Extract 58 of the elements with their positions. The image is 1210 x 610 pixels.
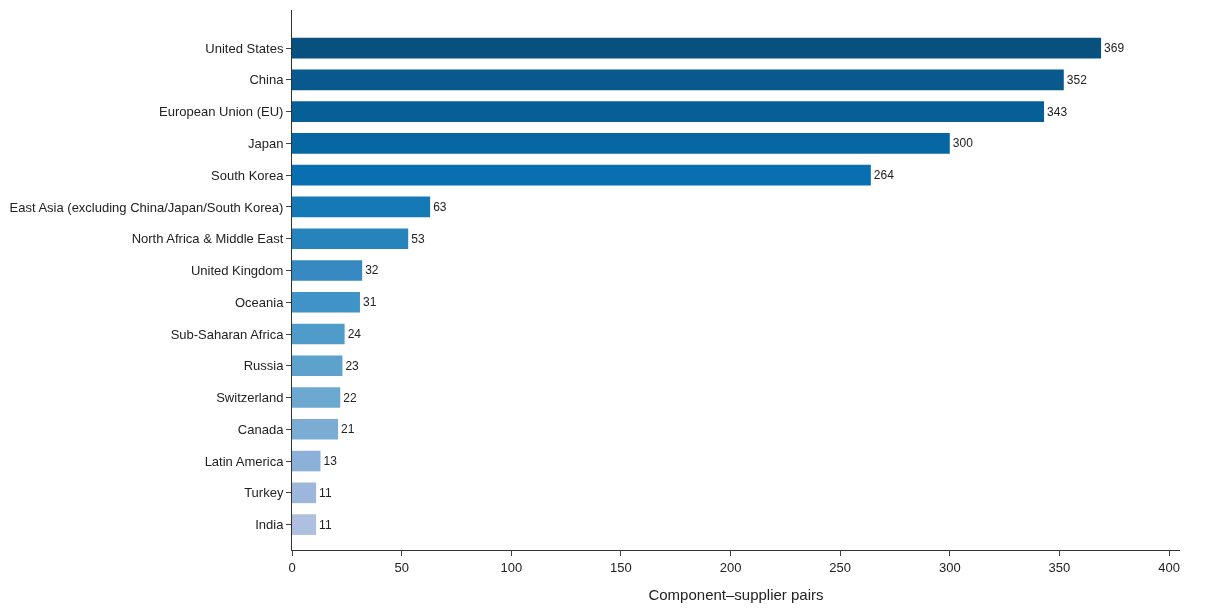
bar <box>292 450 321 472</box>
bar <box>292 228 409 250</box>
bar <box>292 482 317 504</box>
data-label: 31 <box>362 295 377 310</box>
bar <box>292 69 1064 91</box>
bar <box>292 260 363 281</box>
bar <box>292 196 431 218</box>
x-tick-label: 50 <box>394 559 409 575</box>
y-tick-label: Switzerland <box>216 390 284 406</box>
data-label: 24 <box>347 327 362 341</box>
y-tick-label: Sub-Saharan Africa <box>170 326 285 342</box>
bar <box>292 37 1102 59</box>
x-tick-label: 400 <box>1158 559 1180 575</box>
y-tick-label: United Kingdom <box>190 263 284 279</box>
data-label: 369 <box>1104 41 1125 56</box>
y-tick-label: United States <box>205 40 284 56</box>
x-tick-label: 200 <box>719 559 742 575</box>
y-tick-label: South Korea <box>211 167 285 183</box>
y-tick-label: Russia <box>243 358 285 374</box>
data-label: 11 <box>319 485 332 500</box>
data-label: 13 <box>323 454 338 469</box>
data-label: 23 <box>345 358 360 373</box>
x-tick-label: 150 <box>610 559 632 575</box>
data-label: 343 <box>1047 104 1068 119</box>
y-tick-label: North Africa & Middle East <box>131 231 284 247</box>
data-label: 21 <box>341 422 355 437</box>
data-label: 53 <box>411 231 425 246</box>
x-tick-label: 300 <box>938 559 961 575</box>
y-tick-label: India <box>255 517 285 533</box>
bar <box>292 164 871 186</box>
y-tick-label: Turkey <box>244 485 284 501</box>
y-tick-label: Canada <box>237 421 285 437</box>
x-axis-title: Component–supplier pairs <box>648 585 824 603</box>
data-label: 11 <box>319 517 332 532</box>
bar <box>292 323 345 345</box>
bar <box>292 291 360 313</box>
y-tick-label: European Union (EU) <box>159 104 284 120</box>
data-label: 264 <box>873 168 895 183</box>
y-tick-label: East Asia (excluding China/Japan/South Korea) <box>9 199 284 215</box>
bar <box>292 133 950 154</box>
x-tick-label: 250 <box>829 559 851 575</box>
bar <box>292 418 339 440</box>
data-label: 352 <box>1066 72 1088 87</box>
x-tick-label: 100 <box>500 559 523 575</box>
bar <box>292 514 317 535</box>
x-tick-label: 0 <box>288 559 296 575</box>
y-tick-label: China <box>249 72 285 88</box>
data-label: 22 <box>343 390 357 405</box>
y-tick-label: Oceania <box>234 294 285 310</box>
data-label: 63 <box>433 199 447 214</box>
y-tick-label: Japan <box>247 135 284 151</box>
data-label: 300 <box>952 136 974 151</box>
data-label: 32 <box>365 263 379 278</box>
bar <box>292 101 1045 122</box>
bar <box>292 355 343 377</box>
bar <box>292 387 341 408</box>
y-tick-label: Latin America <box>204 453 285 469</box>
x-tick-label: 350 <box>1048 559 1071 575</box>
